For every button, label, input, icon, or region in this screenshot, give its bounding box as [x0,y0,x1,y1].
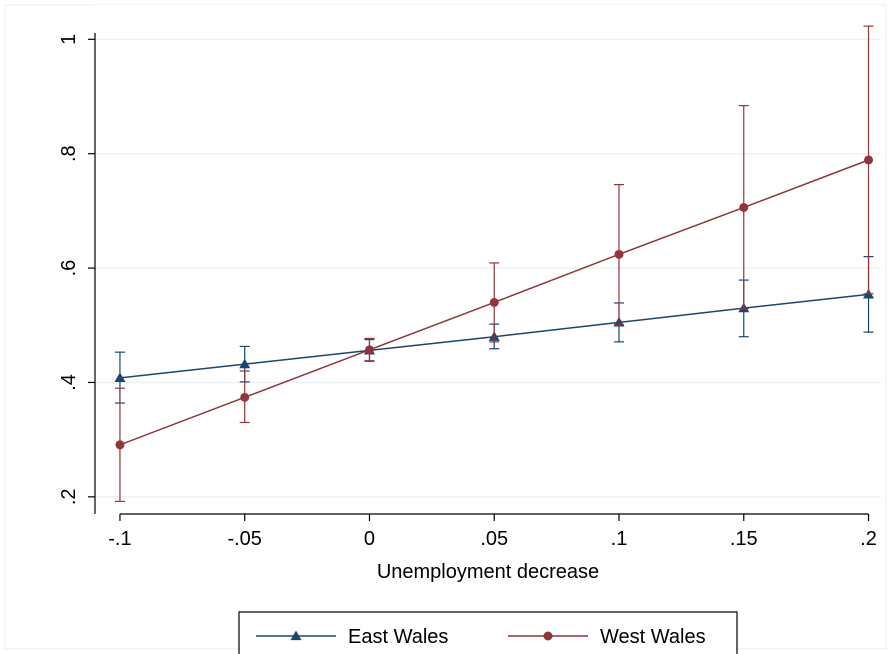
data-point [115,440,125,450]
x-tick-label: -.05 [227,528,261,550]
series [114,25,875,503]
series-west-wales [114,25,874,503]
legend-label: West Wales [600,626,706,648]
x-tick-label: .2 [860,528,877,550]
data-point [240,392,250,402]
x-tick-label: -.1 [108,528,131,550]
plot-region [95,5,881,514]
y-tick-label: .4 [58,374,80,391]
x-axis-title: Unemployment decrease [377,561,599,583]
data-point [489,297,499,307]
y-tick-label: .6 [58,260,80,277]
y-tick-label: 1 [58,34,80,45]
data-point [864,155,874,165]
data-point [239,358,251,369]
x-tick-label: 0 [364,528,375,550]
axes: .2 .4 .6 .8 1 -.1 -.05 0 .05 .1 .15 .2 [58,33,877,550]
legend-label: East Wales [348,626,448,648]
legend: East Wales West Wales [238,611,738,654]
legend-marker [543,631,553,641]
y-tick-label: .2 [58,488,80,505]
y-tick-label: .8 [58,145,80,162]
grid-lines [95,38,881,498]
x-tick-label: .1 [611,528,628,550]
x-tick-label: .05 [480,528,508,550]
data-point [114,372,126,383]
legend-box [238,611,738,654]
data-point [364,345,374,355]
data-point [614,249,624,259]
x-tick-label: .15 [730,528,758,550]
data-point [739,202,749,212]
legend-marker [290,630,302,641]
